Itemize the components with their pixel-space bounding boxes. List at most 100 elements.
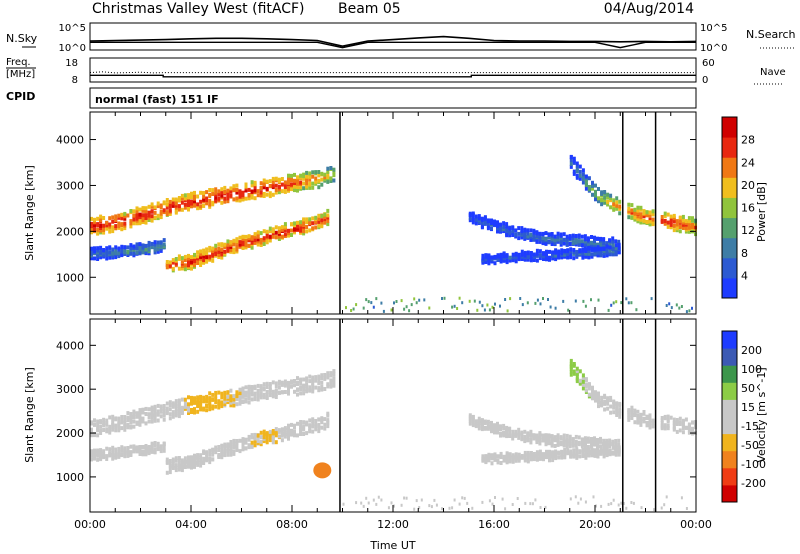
- echo-cell: [311, 181, 315, 186]
- echo-cell: [550, 237, 554, 242]
- ground-scatter-cell: [685, 507, 688, 510]
- echo-cell: [93, 256, 96, 261]
- echo-cell: [508, 454, 512, 459]
- echo-cell: [311, 226, 315, 231]
- echo-cell: [147, 210, 151, 215]
- echo-cell: [144, 209, 148, 214]
- ground-scatter-cell: [544, 505, 547, 509]
- echo-cell: [214, 187, 218, 192]
- echo-cell: [199, 263, 203, 267]
- echo-cell: [517, 431, 521, 436]
- echo-cell: [596, 236, 599, 241]
- ground-scatter-cell: [675, 303, 678, 307]
- echo-cell: [193, 193, 196, 198]
- echo-cell: [520, 229, 524, 234]
- echo-cell: [259, 240, 263, 245]
- echo-cell: [280, 182, 284, 187]
- echo-cell: [271, 380, 275, 385]
- echo-cell: [302, 229, 306, 234]
- echo-cell: [481, 454, 485, 459]
- echo-cell: [168, 202, 172, 207]
- echo-cell: [138, 246, 142, 250]
- ground-scatter-cell: [519, 297, 522, 300]
- echo-cell: [193, 259, 196, 264]
- echo-cell: [177, 198, 181, 203]
- echo-cell: [611, 249, 615, 254]
- echo-cell: [305, 229, 309, 234]
- ground-scatter-cell: [415, 499, 418, 503]
- echo-cell: [523, 257, 527, 262]
- colorbar-segment: [722, 382, 737, 400]
- echo-cell: [639, 217, 643, 222]
- echo-cell: [486, 218, 490, 223]
- echo-cell: [229, 403, 233, 408]
- echo-cell: [627, 206, 631, 211]
- echo-cell: [586, 236, 590, 241]
- echo-cell: [111, 427, 115, 432]
- echo-cell: [542, 456, 545, 460]
- echo-cell: [129, 414, 133, 419]
- echo-cell: [241, 197, 245, 202]
- ground-scatter-cell: [688, 309, 691, 313]
- echo-cell: [542, 452, 545, 457]
- ground-scatter-cell: [554, 306, 557, 310]
- ground-scatter-cell: [625, 506, 628, 510]
- echo-cell: [202, 197, 206, 202]
- echo-cell: [636, 219, 640, 224]
- echo-cell: [672, 218, 676, 223]
- echo-cell: [529, 251, 533, 255]
- echo-cell: [317, 417, 321, 422]
- echo-cell: [177, 266, 181, 271]
- echo-cell: [645, 420, 649, 425]
- echo-cell: [126, 446, 130, 450]
- echo-cell: [247, 394, 251, 399]
- echo-cell: [332, 178, 336, 183]
- echo-cell: [511, 229, 515, 234]
- echo-cell: [132, 244, 136, 249]
- echo-cell: [214, 247, 218, 252]
- echo-cell: [605, 438, 609, 443]
- echo-cell: [132, 412, 136, 416]
- echo-cell: [290, 379, 293, 384]
- echo-cell: [487, 254, 491, 258]
- echo-cell: [311, 422, 315, 427]
- echo-cell: [617, 443, 621, 447]
- echo-cell: [144, 216, 148, 220]
- echo-cell: [241, 242, 245, 247]
- echo-cell: [93, 456, 96, 461]
- echo-cell: [229, 394, 233, 399]
- echo-cell: [577, 239, 581, 244]
- echo-cell: [672, 223, 676, 228]
- echo-cell: [183, 196, 187, 201]
- echo-cell: [581, 172, 585, 177]
- echo-cell: [190, 398, 193, 403]
- y-tick-label: 2000: [56, 427, 84, 440]
- echo-cell: [691, 420, 694, 425]
- echo-cell: [193, 407, 196, 412]
- echo-cell: [508, 426, 512, 431]
- echo-cell: [168, 403, 172, 408]
- echo-cell: [114, 247, 118, 252]
- echo-cell: [332, 167, 336, 172]
- echo-cell: [193, 190, 196, 195]
- echo-cell: [508, 229, 512, 234]
- echo-cell: [232, 197, 236, 202]
- echo-cell: [232, 247, 236, 252]
- echo-cell: [597, 393, 600, 398]
- echo-cell: [187, 203, 190, 207]
- echo-cell: [296, 177, 299, 182]
- ground-scatter-cell: [400, 503, 403, 507]
- echo-cell: [651, 418, 655, 423]
- echo-cell: [326, 418, 330, 423]
- ground-scatter-cell: [413, 507, 416, 511]
- echo-cell: [666, 224, 670, 229]
- ground-scatter-cell: [526, 301, 529, 305]
- colorbar-segment: [722, 177, 737, 198]
- echo-cell: [229, 247, 233, 252]
- echo-cell: [591, 396, 594, 401]
- echo-cell: [323, 212, 327, 217]
- echo-cell: [265, 381, 269, 386]
- echo-cell: [577, 233, 581, 238]
- echo-cell: [308, 185, 312, 190]
- echo-cell: [544, 237, 548, 242]
